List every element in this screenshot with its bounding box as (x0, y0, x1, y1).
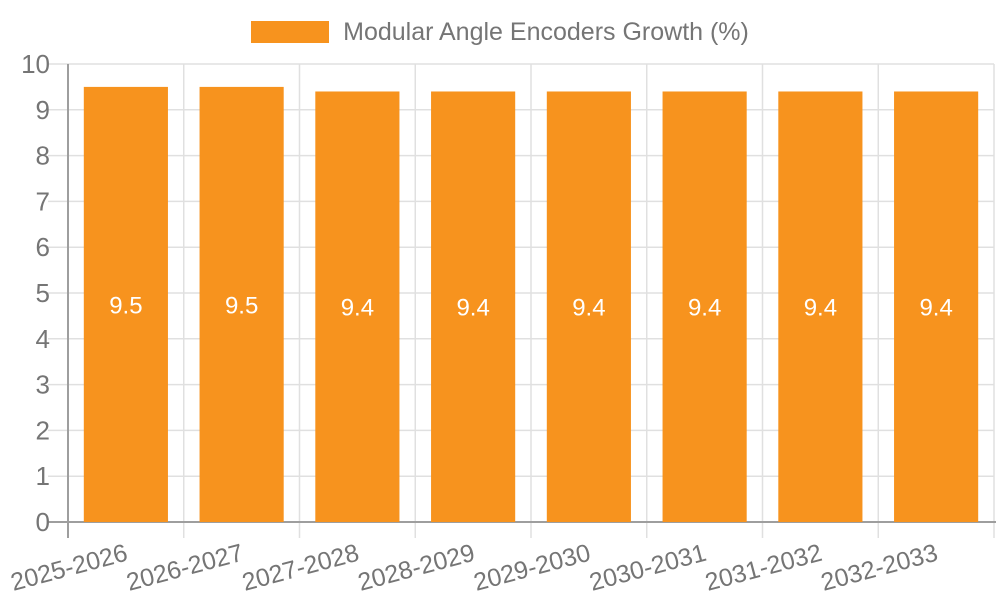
bar-value-label: 9.4 (804, 295, 837, 322)
bar (199, 86, 284, 523)
legend-swatch (251, 21, 330, 43)
legend: Modular Angle Encoders Growth (%) (0, 14, 1000, 50)
y-axis-label: 3 (36, 370, 50, 400)
bar-value-label: 9.4 (919, 295, 952, 322)
y-axis-label: 6 (36, 232, 50, 262)
x-axis-label: 2031-2032 (702, 539, 825, 597)
bar (894, 91, 979, 522)
y-axis-label: 4 (36, 324, 50, 354)
y-axis-label: 0 (36, 507, 50, 537)
bar (546, 91, 631, 522)
x-axis-label: 2032-2033 (818, 539, 941, 597)
y-axis-label: 10 (21, 49, 50, 79)
y-axis-label: 9 (36, 95, 50, 125)
x-axis-label: 2030-2031 (586, 539, 709, 597)
bar (315, 91, 400, 522)
x-axis-label: 2028-2029 (355, 539, 478, 597)
bar-value-label: 9.4 (341, 295, 374, 322)
x-axis-label: 2029-2030 (471, 539, 594, 597)
bar (662, 91, 747, 522)
x-axis-label: 2025-2026 (8, 539, 131, 597)
legend-title: Modular Angle Encoders Growth (%) (343, 17, 749, 46)
bar-value-label: 9.4 (456, 295, 489, 322)
y-axis-label: 1 (36, 461, 50, 491)
bar (83, 86, 168, 523)
bar-value-label: 9.4 (688, 295, 721, 322)
y-axis-label: 8 (36, 141, 50, 171)
y-axis-label: 7 (36, 186, 50, 216)
y-axis-label: 2 (36, 415, 50, 445)
bar-value-label: 9.5 (109, 292, 142, 319)
bar (778, 91, 863, 522)
x-axis-label: 2026-2027 (123, 539, 246, 597)
bar-value-label: 9.4 (572, 295, 605, 322)
x-axis-label: 2027-2028 (239, 539, 362, 597)
bar-value-label: 9.5 (225, 292, 258, 319)
bar (431, 91, 516, 522)
y-axis-label: 5 (36, 278, 50, 308)
